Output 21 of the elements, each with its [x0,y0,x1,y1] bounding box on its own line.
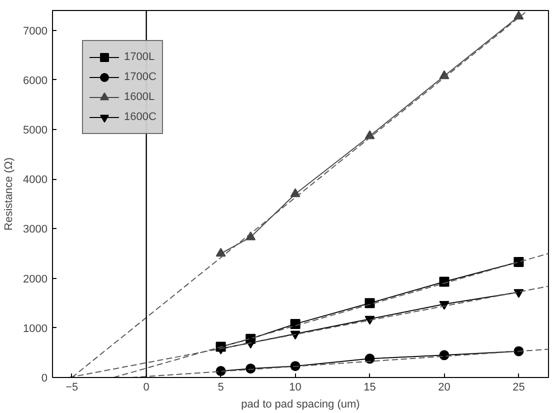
x-axis-title: pad to pad spacing (um) [241,398,360,410]
x-tick-label: −5 [66,382,78,394]
y-tick-label: 6000 [23,74,48,87]
y-tick-label: 2000 [23,273,48,286]
x-tick-label: 15 [364,382,376,394]
x-tick-label: 10 [289,382,302,394]
x-tick-label: 20 [438,382,450,394]
legend-label: 1700L [124,51,155,63]
legend-label: 1600L [124,91,155,103]
y-axis-title: Resistance (Ω) [3,157,16,231]
y-tick-label: 0 [41,372,48,384]
y-tick-label: 7000 [23,25,48,38]
y-tick-label: 5000 [23,124,48,137]
x-tick-label: 25 [512,382,525,394]
y-tick-label: 1000 [23,322,48,335]
y-tick-label: 3000 [23,224,48,236]
legend-label: 1600C [124,111,156,123]
x-tick-label: 5 [218,382,224,394]
legend-label: 1700C [124,71,156,83]
x-tick-label: 0 [143,382,150,394]
y-tick-label: 4000 [23,174,48,186]
